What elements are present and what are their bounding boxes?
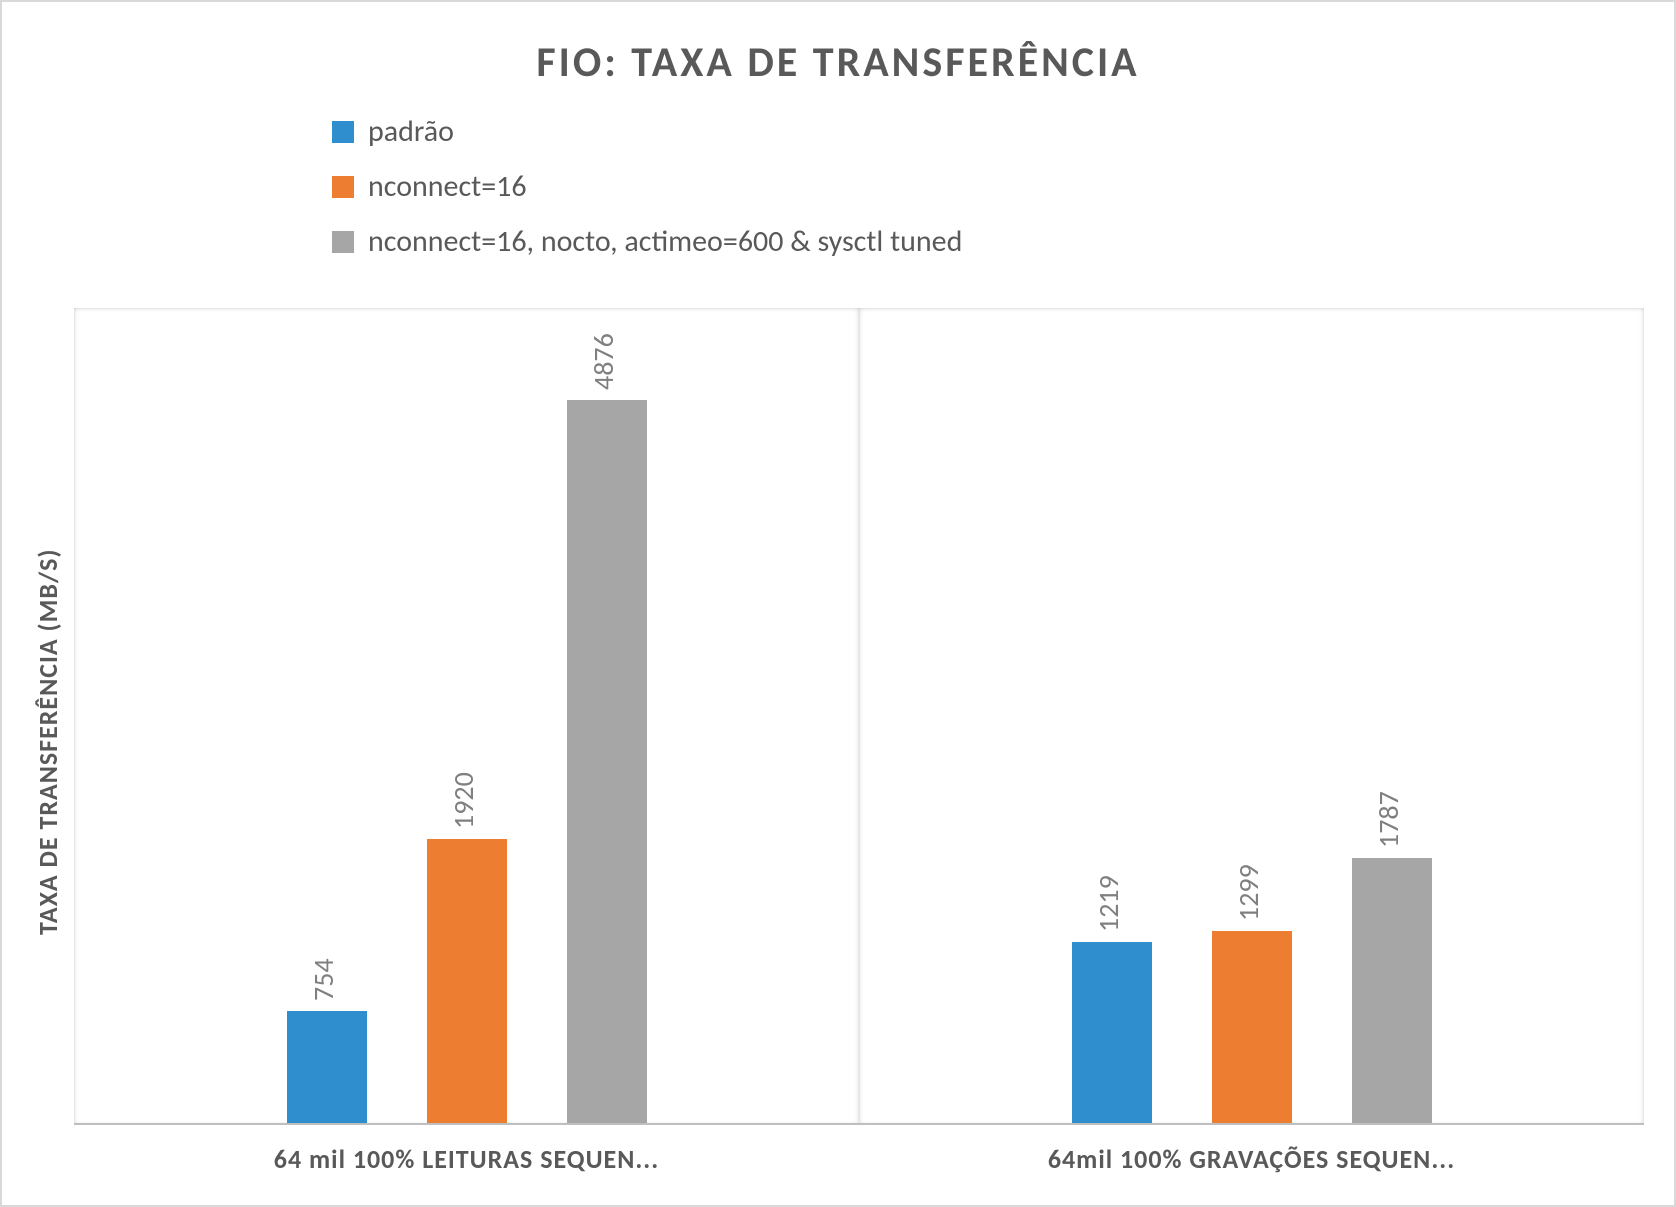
legend-label-1: nconnect=16 bbox=[368, 168, 527, 205]
chart-title: FIO: TAXA DE TRANSFERÊNCIA bbox=[32, 37, 1644, 88]
legend-swatch-2 bbox=[332, 231, 354, 253]
bars-region-1: 1219 1299 1787 bbox=[859, 308, 1644, 1125]
y-axis-title: TAXA DE TRANSFERÊNCIA (MB/S) bbox=[32, 308, 64, 1175]
bar-label-0-0: 754 bbox=[306, 959, 341, 1002]
x-category-label-1: 64mil 100% GRAVAÇÕES SEQUEN... bbox=[859, 1143, 1644, 1175]
bar-label-0-1: 1920 bbox=[446, 772, 481, 829]
bar-1-0: 1219 bbox=[1072, 942, 1152, 1123]
panels: 754 1920 4876 64 mil 100% LEITURAS SEQUE… bbox=[74, 308, 1644, 1175]
legend-item-2: nconnect=16, nocto, actimeo=600 & sysctl… bbox=[332, 223, 1644, 260]
bar-0-2: 4876 bbox=[567, 400, 647, 1123]
bars-wrap-1: 1219 1299 1787 bbox=[859, 308, 1644, 1123]
legend: padrão nconnect=16 nconnect=16, nocto, a… bbox=[332, 113, 1644, 278]
panel-1: 1219 1299 1787 64mil 100% GRAVAÇÕES SEQU… bbox=[859, 308, 1644, 1175]
bar-1-1: 1299 bbox=[1212, 931, 1292, 1123]
legend-swatch-0 bbox=[332, 121, 354, 143]
legend-label-0: padrão bbox=[368, 113, 454, 150]
bar-0-0: 754 bbox=[287, 1011, 367, 1123]
plot-row: TAXA DE TRANSFERÊNCIA (MB/S) 754 1920 bbox=[32, 308, 1644, 1175]
panel-0: 754 1920 4876 64 mil 100% LEITURAS SEQUE… bbox=[74, 308, 859, 1175]
legend-item-1: nconnect=16 bbox=[332, 168, 1644, 205]
legend-item-0: padrão bbox=[332, 113, 1644, 150]
plot-area: 754 1920 4876 64 mil 100% LEITURAS SEQUE… bbox=[74, 308, 1644, 1175]
bar-label-1-1: 1299 bbox=[1231, 864, 1266, 921]
bar-0-1: 1920 bbox=[427, 839, 507, 1124]
legend-label-2: nconnect=16, nocto, actimeo=600 & sysctl… bbox=[368, 223, 962, 260]
bars-wrap-0: 754 1920 4876 bbox=[74, 308, 859, 1123]
legend-swatch-1 bbox=[332, 176, 354, 198]
x-category-label-0: 64 mil 100% LEITURAS SEQUEN... bbox=[74, 1143, 859, 1175]
bar-1-2: 1787 bbox=[1352, 858, 1432, 1123]
chart-container: FIO: TAXA DE TRANSFERÊNCIA padrão nconne… bbox=[0, 0, 1676, 1207]
bar-label-1-2: 1787 bbox=[1371, 791, 1406, 848]
bar-label-1-0: 1219 bbox=[1091, 876, 1126, 933]
bars-region-0: 754 1920 4876 bbox=[74, 308, 859, 1125]
bar-label-0-2: 4876 bbox=[586, 334, 621, 391]
